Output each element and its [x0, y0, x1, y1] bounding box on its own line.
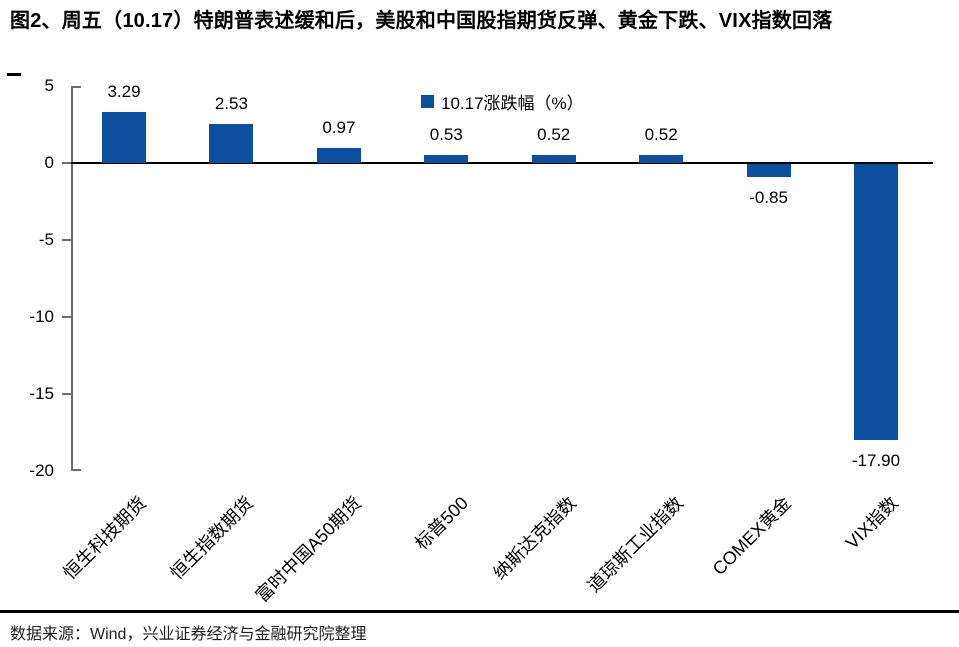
x-axis-category-label: 恒生指数期货 [166, 492, 258, 584]
bar-value-label: 0.53 [429, 124, 463, 144]
bar-value-label: 0.52 [537, 124, 571, 144]
y-axis-tick-label: -10 [29, 307, 54, 326]
bar-3 [424, 154, 469, 163]
data-source: 数据来源：Wind，兴业证券经济与金融研究院整理 [10, 626, 367, 643]
y-axis-tick [62, 393, 71, 395]
x-axis-category-label: 道琼斯工业指数 [583, 492, 688, 597]
bar-value-label: 2.53 [214, 94, 248, 114]
y-axis-tick [62, 162, 71, 164]
y-axis-tick-label: -5 [38, 230, 54, 249]
bar-value-label: 0.97 [322, 118, 356, 138]
y-axis-tick-label: -15 [29, 384, 54, 403]
footer-divider [0, 610, 959, 613]
bar-4 [531, 154, 576, 163]
y-axis-tick-label: 5 [44, 76, 54, 95]
chart-legend: 10.17涨跌幅（%） [421, 89, 584, 114]
bar-value-label: 3.29 [107, 82, 141, 102]
bar-value-label: -0.85 [749, 188, 788, 208]
bar-6 [746, 164, 791, 178]
bar-1 [209, 124, 254, 163]
legend-swatch-icon [421, 95, 434, 108]
y-axis-tick-label: 0 [44, 153, 54, 172]
bar-7 [854, 164, 898, 440]
bar-5 [639, 154, 684, 163]
x-axis-category-label: COMEX黄金 [708, 492, 795, 580]
y-axis-tick [62, 316, 71, 318]
x-axis-category-label: 恒生科技期货 [59, 492, 150, 584]
x-axis-category-label: 标普500 [411, 492, 473, 554]
bar-value-label: -17.90 [851, 450, 901, 470]
x-axis-category-label: 纳斯达克指数 [489, 492, 580, 584]
legend-label: 10.17涨跌幅（%） [441, 94, 584, 113]
x-axis-category-label: VIX指数 [841, 492, 902, 553]
bar-value-label: 0.52 [644, 124, 678, 144]
y-axis-tick [62, 239, 71, 241]
y-axis-cap-tick [71, 469, 81, 471]
bar-2 [316, 148, 361, 163]
bar-0 [102, 112, 146, 163]
title-dash-mark [7, 73, 21, 76]
y-axis-tick-label: -20 [29, 461, 54, 480]
x-axis-category-label: 富时中国A50期货 [251, 492, 365, 606]
y-axis-cap-tick [71, 86, 81, 88]
zero-baseline [71, 162, 933, 164]
figure-title: 图2、周五（10.17）特朗普表述缓和后，美股和中国股指期货反弹、黄金下跌、VI… [10, 10, 833, 32]
y-axis-line [71, 86, 73, 471]
